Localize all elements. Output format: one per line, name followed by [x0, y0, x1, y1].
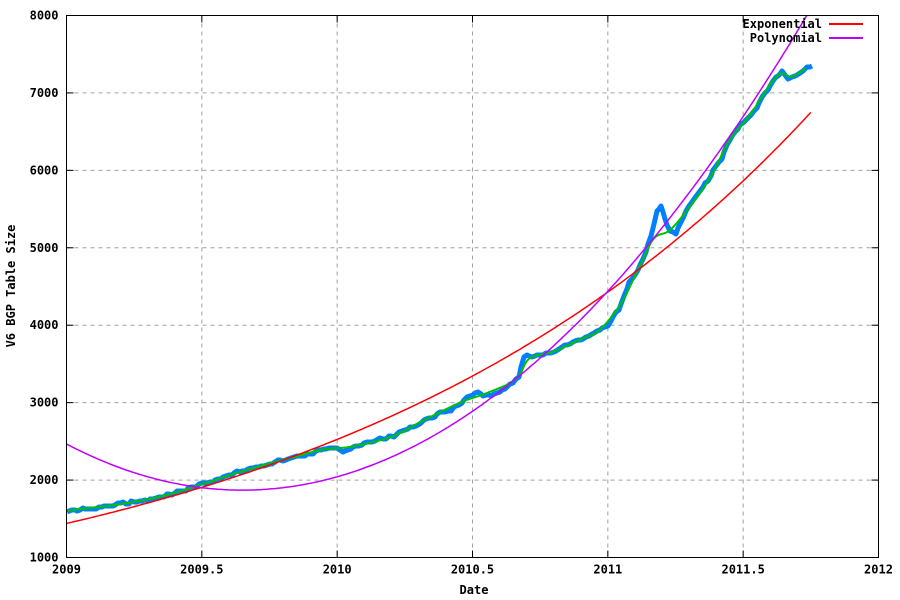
series-exponential-line	[66, 111, 812, 525]
x-tick-label: 2009	[52, 563, 81, 577]
x-tick-label: 2011.5	[721, 563, 764, 577]
y-tick-label: 7000	[30, 86, 59, 100]
x-tick-label: 2009.5	[180, 563, 223, 577]
legend-line-sample-exponential	[829, 23, 863, 25]
tick-labels: 2009 2009.5 2010 2010.5 2011 2011.5 2012 1000 20…	[30, 9, 893, 577]
y-tick-label: 6000	[30, 163, 59, 177]
legend-label-polynomial: Polynomial	[749, 31, 822, 45]
legend-label-exponential: Exponential	[742, 17, 822, 31]
series-polynomial-line	[66, 15, 808, 491]
y-axis-title: V6 BGP Table Size	[4, 224, 18, 348]
x-tick-label: 2010.5	[451, 563, 494, 577]
series-v6-bgp-table-size-data-line	[65, 63, 814, 515]
legend: Exponential Polynomial	[743, 17, 863, 45]
legend-line-sample-polynomial	[829, 37, 863, 39]
y-tick-label: 3000	[30, 396, 59, 410]
y-tick-label: 5000	[30, 241, 59, 255]
y-tick-label: 1000	[30, 551, 59, 565]
y-tick-label: 8000	[30, 9, 59, 23]
legend-item-polynomial: Polynomial	[743, 31, 863, 45]
legend-item-exponential: Exponential	[743, 17, 863, 31]
grid-lines	[66, 15, 879, 558]
axis-ticks	[66, 15, 879, 558]
series-smoothed-data-line	[66, 67, 806, 512]
y-tick-label: 4000	[30, 318, 59, 332]
x-axis-title: Date	[459, 583, 489, 597]
x-tick-label: 2010	[323, 563, 352, 577]
x-tick-label: 2012	[864, 563, 893, 577]
x-tick-label: 2011	[593, 563, 622, 577]
y-tick-label: 2000	[30, 473, 59, 487]
